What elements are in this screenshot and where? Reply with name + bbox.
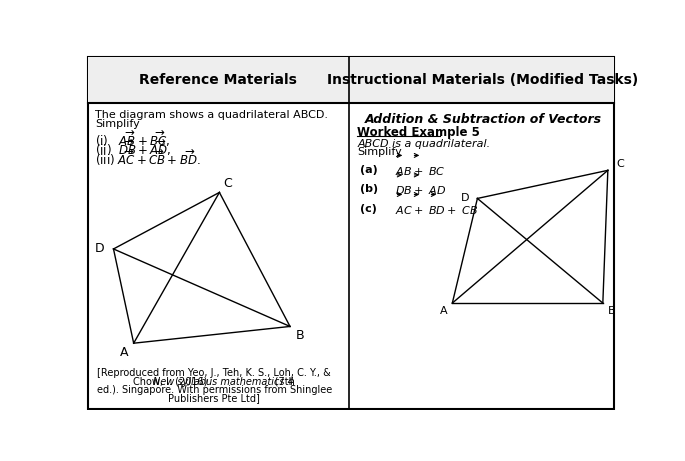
Text: A: A [120,346,128,359]
Text: (b): (b) [360,184,378,194]
Text: B: B [608,306,615,316]
Text: ABCD is a quadrilateral.: ABCD is a quadrilateral. [358,139,490,149]
Text: (ii)  $\overrightarrow{DB} + \overrightarrow{AD}$,: (ii) $\overrightarrow{DB} + \overrightar… [95,138,171,158]
Text: Worked Example 5: Worked Example 5 [358,126,480,139]
Bar [88,57,614,103]
Text: (a): (a) [360,165,378,175]
Text: $AB+$ $BC$: $AB+$ $BC$ [395,165,445,177]
Text: (i)   $\overrightarrow{AB} + \overrightarrow{BC}$,: (i) $\overrightarrow{AB} + \overrightarr… [95,128,171,149]
Text: $DB+$ $AD$: $DB+$ $AD$ [395,184,446,196]
Text: $AC+$ $BD+$ $CB$: $AC+$ $BD+$ $CB$ [395,204,478,216]
Text: New syllabus mathematics 4: New syllabus mathematics 4 [153,377,295,387]
Text: C: C [616,159,624,169]
Text: D: D [460,194,469,203]
Text: D: D [95,242,104,255]
Text: Publishers Pte Ltd]: Publishers Pte Ltd] [169,393,260,403]
Text: (c): (c) [360,204,377,214]
Text: Chow, I. (2016).                               (7th: Chow, I. (2016). (7th [134,377,295,387]
Text: The diagram shows a quadrilateral ABCD.: The diagram shows a quadrilateral ABCD. [95,110,328,120]
Text: C: C [223,177,232,189]
Text: B: B [295,329,304,342]
Text: Simplify: Simplify [95,119,140,129]
Text: Instructional Materials (Modified Tasks): Instructional Materials (Modified Tasks) [327,73,638,87]
Text: A: A [440,306,447,316]
Text: (iii) $\overrightarrow{AC} + \overrightarrow{CB} + \overrightarrow{BD}$.: (iii) $\overrightarrow{AC} + \overrighta… [95,147,201,168]
Text: [Reproduced from Yeo, J., Teh, K. S., Loh, C. Y., &: [Reproduced from Yeo, J., Teh, K. S., Lo… [97,368,332,378]
Text: Addition & Subtraction of Vectors: Addition & Subtraction of Vectors [364,113,601,126]
Text: Simplify: Simplify [358,147,402,157]
Text: Reference Materials: Reference Materials [138,73,297,87]
Text: ed.). Singapore. With permissions from Shinglee: ed.). Singapore. With permissions from S… [97,385,332,395]
